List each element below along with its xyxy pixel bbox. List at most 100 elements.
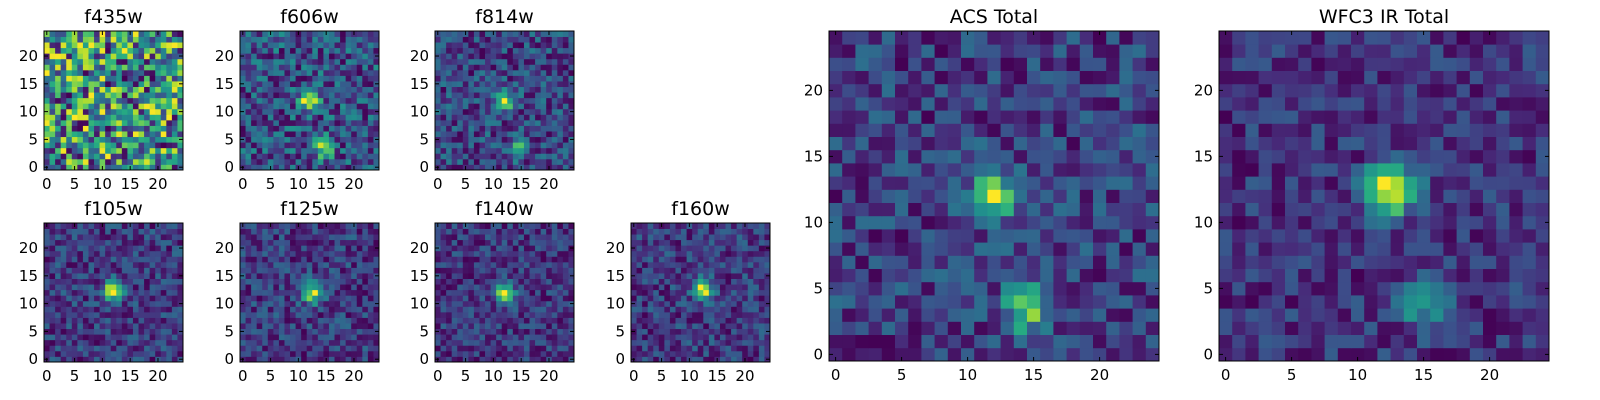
heatmap-cell xyxy=(362,31,369,37)
heatmap-cell xyxy=(523,239,530,246)
heatmap-cell xyxy=(546,339,553,346)
heatmap-cell xyxy=(664,323,671,330)
heatmap-cell xyxy=(462,311,469,318)
heatmap-cell xyxy=(753,317,760,324)
heatmap-cell xyxy=(479,36,486,43)
heatmap-cell xyxy=(1079,268,1094,283)
heatmap-cell xyxy=(166,306,173,313)
heatmap-cell xyxy=(987,189,1001,203)
heatmap-cell xyxy=(921,215,935,230)
heatmap-cell xyxy=(546,245,553,252)
heatmap-cell xyxy=(1106,215,1120,230)
heatmap-cell xyxy=(290,31,296,37)
heatmap-cell xyxy=(155,108,162,115)
heatmap-cell xyxy=(479,278,486,285)
heatmap-cell xyxy=(306,47,313,54)
heatmap-cell xyxy=(356,295,363,302)
heatmap-cell xyxy=(708,328,715,335)
heatmap-cell xyxy=(451,108,458,115)
heatmap-cell xyxy=(1106,163,1120,177)
heatmap-cell xyxy=(66,245,73,252)
heatmap-cell xyxy=(44,153,50,160)
heatmap-cell xyxy=(127,97,134,104)
heatmap-cell xyxy=(240,345,246,352)
heatmap-cell xyxy=(345,334,352,341)
heatmap-cell xyxy=(653,334,660,341)
heatmap-cell xyxy=(110,142,117,149)
heatmap-cell xyxy=(267,328,274,335)
heatmap-cell xyxy=(1066,189,1081,203)
heatmap-cell xyxy=(88,323,95,330)
heatmap-cell xyxy=(551,164,558,171)
heatmap-cell xyxy=(557,92,564,99)
heatmap-cell xyxy=(490,334,497,341)
heatmap-cell xyxy=(166,245,173,252)
heatmap-cell xyxy=(240,323,246,330)
heatmap-cell xyxy=(278,234,285,241)
heatmap-cell xyxy=(1132,163,1147,177)
heatmap-cell xyxy=(55,273,62,279)
x-tick-label: 10 xyxy=(484,175,503,193)
heatmap-cell xyxy=(273,317,280,324)
heatmap-cell xyxy=(485,153,491,160)
heatmap-cell xyxy=(121,92,128,99)
heatmap-cell xyxy=(697,250,704,257)
heatmap-cell xyxy=(317,58,324,65)
heatmap-cell xyxy=(82,36,89,43)
heatmap-cell xyxy=(908,149,922,164)
heatmap-cell xyxy=(155,136,162,143)
heatmap-cell xyxy=(312,317,319,324)
heatmap-cell xyxy=(121,31,128,37)
heatmap-cell xyxy=(356,153,363,160)
heatmap-cell xyxy=(446,47,453,54)
heatmap-cell xyxy=(66,136,73,143)
heatmap-cell xyxy=(116,125,123,132)
heatmap-cell xyxy=(351,119,358,126)
heatmap-cell xyxy=(551,131,558,138)
heatmap-cell xyxy=(568,114,575,121)
heatmap-cell xyxy=(155,256,162,263)
heatmap-cell xyxy=(562,273,569,279)
heatmap-cell xyxy=(440,317,447,324)
heatmap-cell xyxy=(742,339,749,346)
heatmap-cell xyxy=(323,273,330,279)
heatmap-cell xyxy=(267,158,274,165)
heatmap-image xyxy=(631,223,771,363)
heatmap-cell xyxy=(446,273,453,279)
heatmap-cell xyxy=(166,53,173,60)
heatmap-cell xyxy=(323,306,330,313)
heatmap-cell xyxy=(77,42,84,49)
heatmap-cell xyxy=(49,339,56,346)
heatmap-cell xyxy=(49,295,56,302)
heatmap-cell xyxy=(367,86,374,93)
heatmap-cell xyxy=(71,92,78,99)
heatmap-cell xyxy=(340,103,347,110)
heatmap-cell xyxy=(245,42,252,49)
heatmap-cell xyxy=(736,273,743,279)
heatmap-cell xyxy=(658,334,665,341)
heatmap-cell xyxy=(245,239,252,246)
heatmap-cell xyxy=(753,339,760,346)
heatmap-cell xyxy=(742,289,749,296)
heatmap-cell xyxy=(132,356,139,363)
heatmap-cell xyxy=(82,311,89,318)
heatmap-cell xyxy=(523,31,530,37)
heatmap-cell xyxy=(295,278,302,285)
heatmap-cell xyxy=(351,131,358,138)
x-tick-label: 5 xyxy=(70,175,80,193)
heatmap-cell xyxy=(77,317,84,324)
heatmap-cell xyxy=(496,131,503,138)
heatmap-cell xyxy=(312,295,319,302)
heatmap-cell xyxy=(49,323,56,330)
heatmap-cell xyxy=(240,261,246,268)
heatmap-cell xyxy=(345,261,352,268)
heatmap-cell xyxy=(462,153,469,160)
heatmap-cell xyxy=(642,317,649,324)
heatmap-cell xyxy=(631,284,637,291)
heatmap-cell xyxy=(340,97,347,104)
heatmap-cell xyxy=(440,131,447,138)
heatmap-cell xyxy=(473,64,480,71)
heatmap-cell xyxy=(171,47,178,54)
heatmap-cell xyxy=(753,239,760,246)
